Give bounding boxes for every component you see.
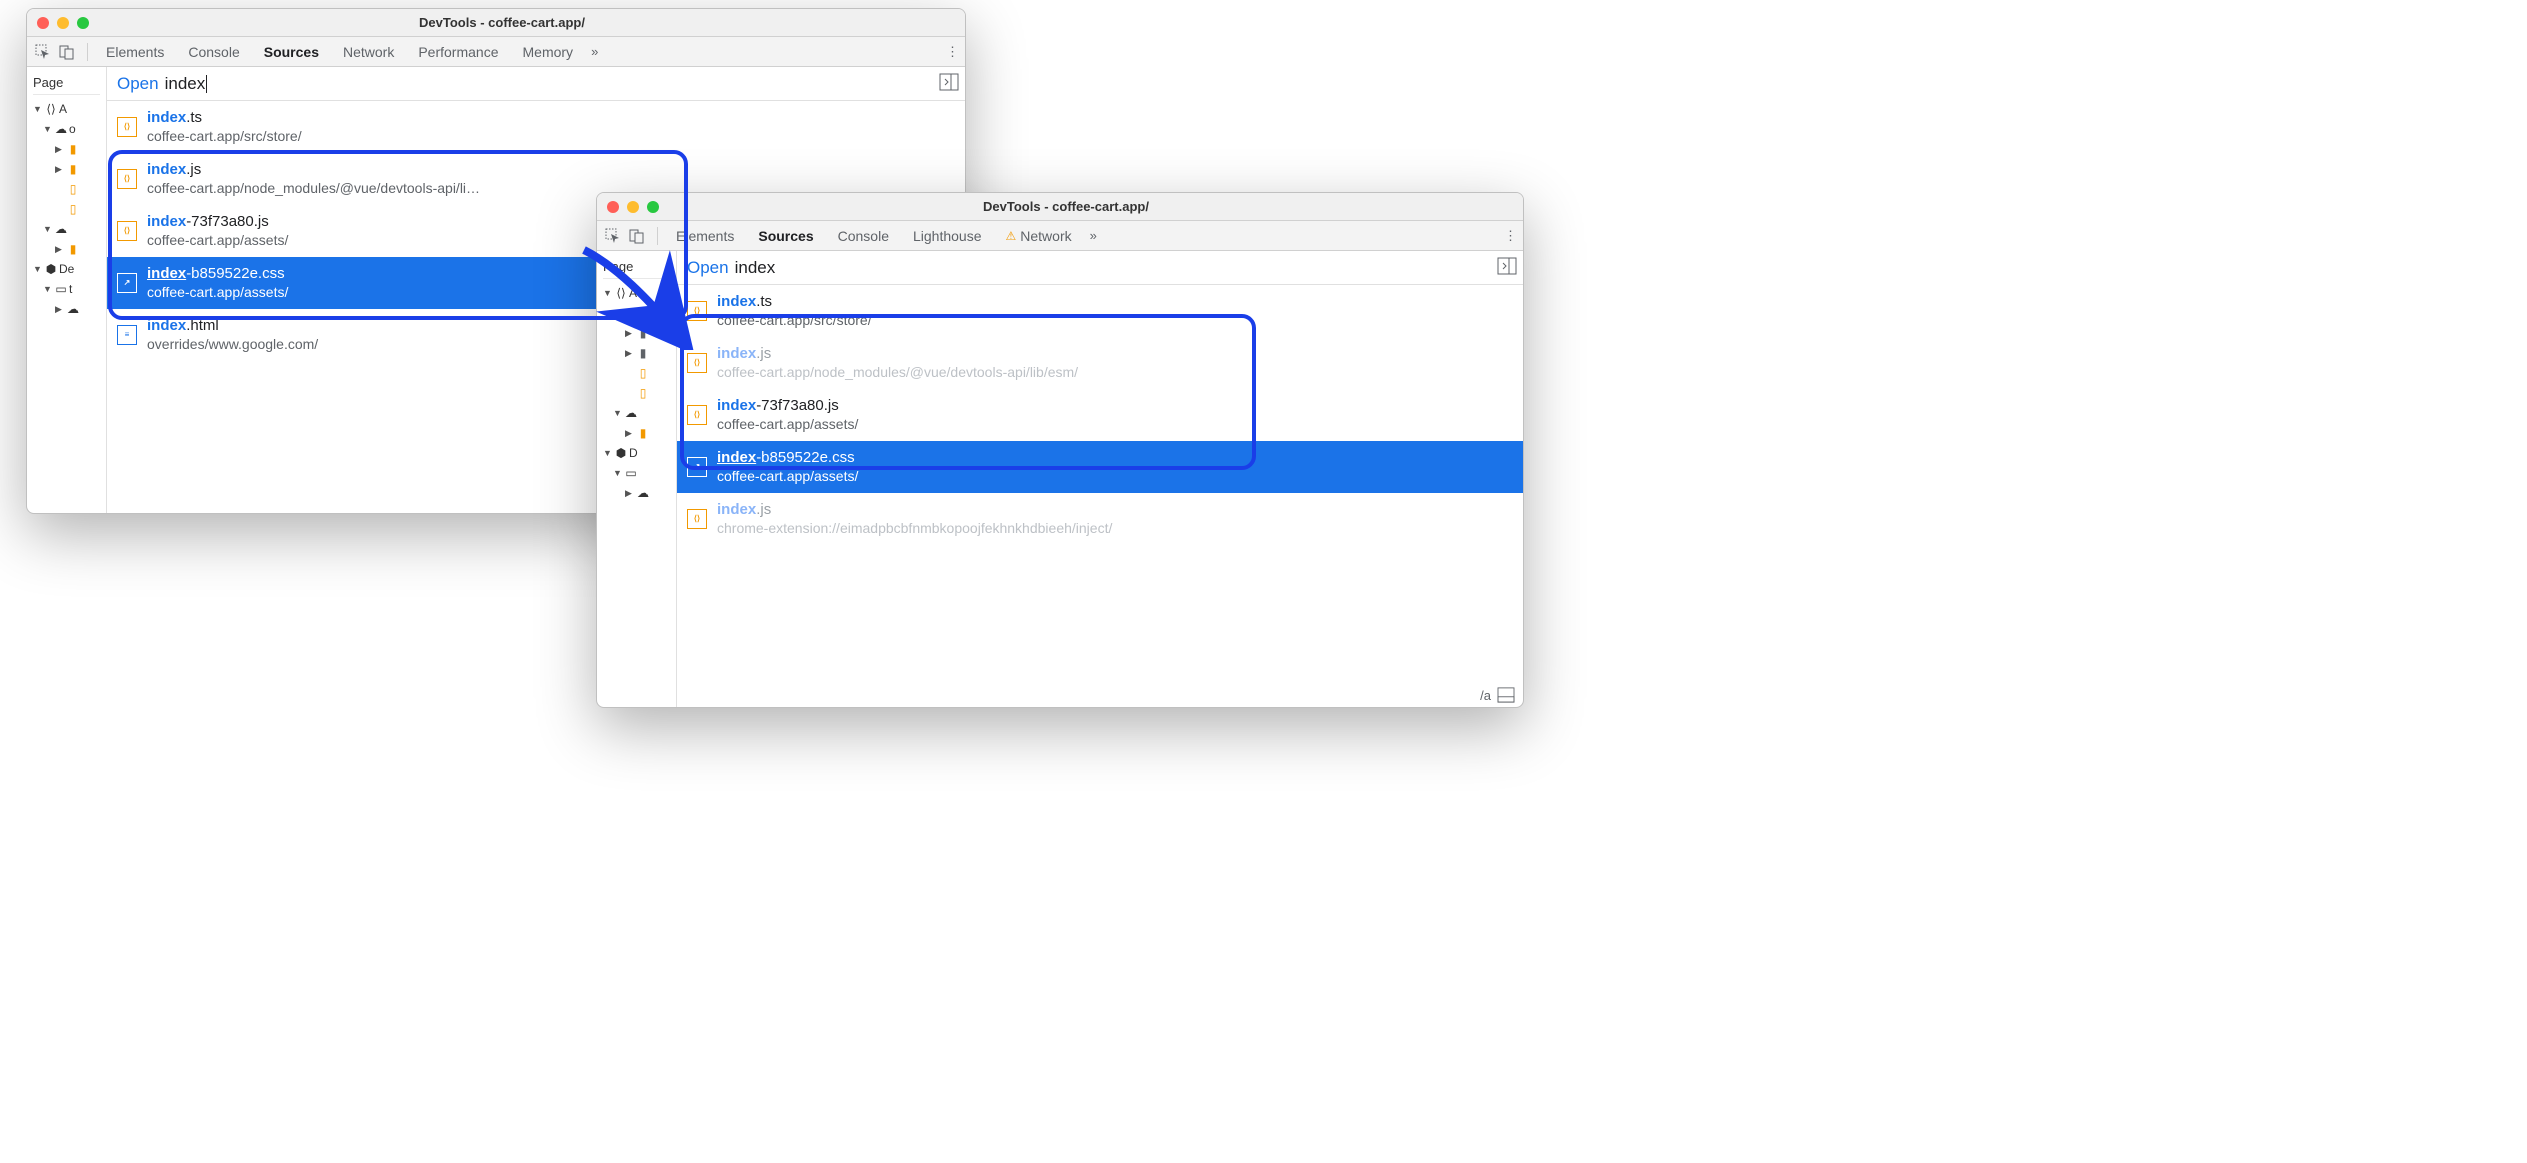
more-tabs-icon[interactable]: »: [1084, 228, 1103, 243]
toggle-panel-icon[interactable]: [1497, 257, 1517, 275]
tab-performance[interactable]: Performance: [406, 37, 510, 67]
window-title: DevTools - coffee-cart.app/: [669, 199, 1523, 214]
file-icon: ↗: [117, 273, 137, 293]
close-icon[interactable]: [607, 201, 619, 213]
result-name: index.js: [717, 501, 1513, 518]
result-item[interactable]: ⟨⟩ index-73f73a80.js coffee-cart.app/asset…: [677, 389, 1523, 441]
titlebar: DevTools - coffee-cart.app/: [597, 193, 1523, 221]
sidebar-tab-page[interactable]: Page: [603, 255, 670, 279]
main-panel: Open index ⟨⟩ index.ts coffee-cart.app/src…: [677, 251, 1523, 707]
file-icon: ↗: [687, 457, 707, 477]
result-path: coffee-cart.app/src/store/: [717, 312, 1513, 328]
search-query: index: [735, 258, 776, 278]
result-item[interactable]: ⟨⟩ index.ts coffee-cart.app/src/store/: [107, 101, 965, 153]
tree-label: A: [59, 102, 67, 116]
search-prefix: Open: [117, 74, 159, 94]
result-name: index-73f73a80.js: [717, 397, 1513, 414]
file-icon: ⟨⟩: [117, 117, 137, 137]
file-icon: ⟨⟩: [687, 509, 707, 529]
search-prefix: Open: [687, 258, 729, 278]
tree-label: t: [69, 282, 72, 296]
kebab-menu-icon[interactable]: ⋮: [1504, 228, 1517, 244]
tab-console[interactable]: Console: [826, 221, 901, 251]
result-item[interactable]: ⟨⟩ index.ts coffee-cart.app/src/store/: [677, 285, 1523, 337]
result-name: index.js: [717, 345, 1513, 362]
breadcrumb: /a: [1480, 687, 1515, 703]
window-title: DevTools - coffee-cart.app/: [99, 15, 965, 30]
file-icon: ⟨⟩: [117, 169, 137, 189]
minimize-icon[interactable]: [627, 201, 639, 213]
toggle-panel-icon[interactable]: [939, 73, 959, 91]
maximize-icon[interactable]: [77, 17, 89, 29]
tab-network[interactable]: Network: [331, 37, 406, 67]
tab-console[interactable]: Console: [176, 37, 251, 67]
result-path: coffee-cart.app/assets/: [717, 416, 1513, 432]
result-path: chrome-extension://eimadpbcbfnmbkopoojfe…: [717, 520, 1513, 536]
tab-lighthouse[interactable]: Lighthouse: [901, 221, 994, 251]
result-name: index-b859522e.css: [717, 449, 1513, 466]
command-menu[interactable]: Open index: [107, 67, 965, 101]
result-path: coffee-cart.app/src/store/: [147, 128, 955, 144]
tree-label: A: [629, 286, 637, 300]
tab-sources[interactable]: Sources: [252, 37, 331, 67]
close-icon[interactable]: [37, 17, 49, 29]
inspect-icon[interactable]: [33, 42, 53, 62]
device-toggle-icon[interactable]: [627, 226, 647, 246]
file-icon: ⟨⟩: [117, 221, 137, 241]
minimize-icon[interactable]: [57, 17, 69, 29]
tab-elements[interactable]: Elements: [94, 37, 176, 67]
toolbar: Elements Sources Console Lighthouse Netw…: [597, 221, 1523, 251]
sidebar-tab-page[interactable]: Page: [33, 71, 100, 95]
device-toggle-icon[interactable]: [57, 42, 77, 62]
result-item[interactable]: ↗ index-b859522e.css coffee-cart.app/asset…: [677, 441, 1523, 493]
result-path: coffee-cart.app/node_modules/@vue/devtoo…: [717, 364, 1513, 380]
tab-memory[interactable]: Memory: [511, 37, 586, 67]
file-icon: ⟨⟩: [687, 353, 707, 373]
traffic-lights[interactable]: [37, 17, 89, 29]
tree-label: D: [629, 446, 638, 460]
result-path: coffee-cart.app/assets/: [717, 468, 1513, 484]
toggle-panel-icon[interactable]: [1497, 687, 1515, 703]
titlebar: DevTools - coffee-cart.app/: [27, 9, 965, 37]
file-icon: ⟨⟩: [687, 301, 707, 321]
more-tabs-icon[interactable]: »: [585, 44, 604, 59]
tab-elements[interactable]: Elements: [664, 221, 746, 251]
file-icon: ≡: [117, 325, 137, 345]
tab-network[interactable]: Network: [994, 221, 1084, 251]
result-name: index.js: [147, 161, 955, 178]
maximize-icon[interactable]: [647, 201, 659, 213]
search-query: index: [165, 74, 206, 94]
file-icon: ⟨⟩: [687, 405, 707, 425]
result-name: index.ts: [717, 293, 1513, 310]
results-list: ⟨⟩ index.ts coffee-cart.app/src/store/ ⟨⟩ in…: [677, 285, 1523, 545]
result-item[interactable]: ⟨⟩ index.js coffee-cart.app/node_modules/@…: [677, 337, 1523, 389]
inspect-icon[interactable]: [603, 226, 623, 246]
tree-label: o: [69, 122, 76, 136]
result-name: index.ts: [147, 109, 955, 126]
settings-icon[interactable]: [1480, 228, 1496, 244]
settings-icon[interactable]: [922, 44, 938, 60]
result-item[interactable]: ⟨⟩ index.js chrome-extension://eimadpbcbfn…: [677, 493, 1523, 545]
command-menu[interactable]: Open index: [677, 251, 1523, 285]
kebab-menu-icon[interactable]: ⋮: [946, 44, 959, 60]
tab-sources[interactable]: Sources: [746, 221, 825, 251]
devtools-window-2: DevTools - coffee-cart.app/ Elements Sou…: [596, 192, 1524, 708]
toolbar: Elements Console Sources Network Perform…: [27, 37, 965, 67]
sidebar: Page ▼⟨⟩A ▼☁ ▶▮ ▶▮ ▯ ▯ ▼☁ ▶▮ ▼⬢D ▼▭ ▶☁: [597, 251, 677, 707]
sidebar: Page ▼⟨⟩A ▼☁o ▶▮ ▶▮ ▯ ▯ ▼☁ ▶▮ ▼⬢De ▼▭t ▶…: [27, 67, 107, 513]
tree-label: De: [59, 262, 74, 276]
traffic-lights[interactable]: [607, 201, 659, 213]
